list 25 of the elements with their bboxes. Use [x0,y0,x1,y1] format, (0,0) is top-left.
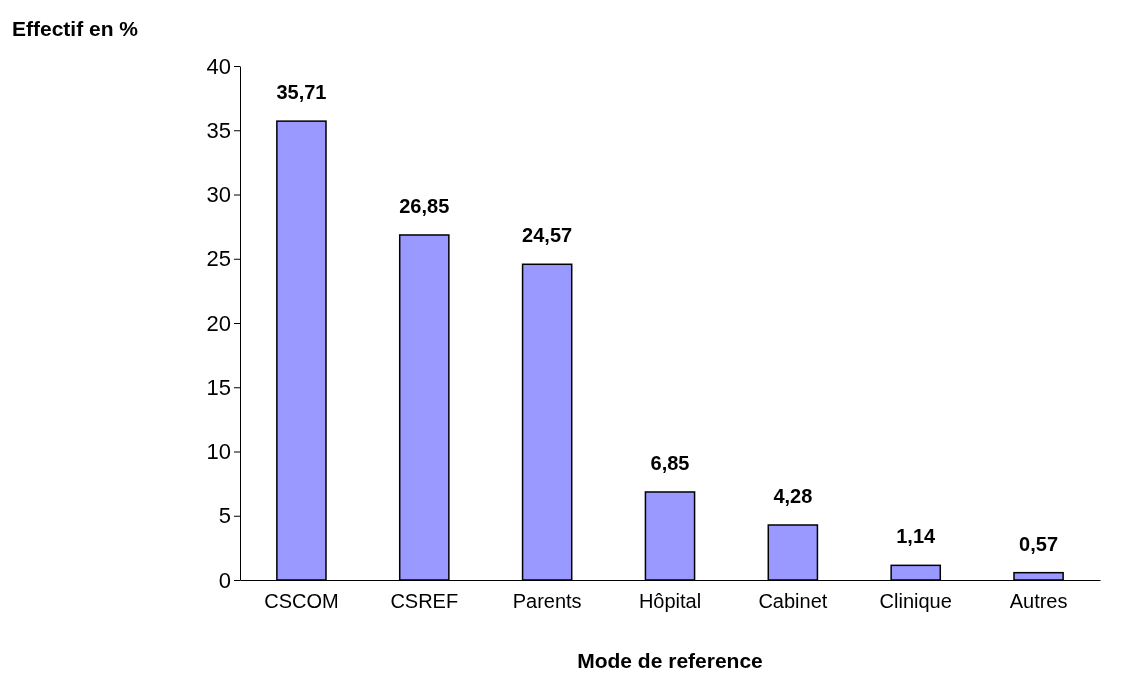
data-label: 24,57 [522,224,573,247]
x-tick-label: Clinique [879,590,952,613]
x-tick-label: Cabinet [758,590,828,613]
data-label: 26,85 [399,194,450,217]
y-axis-title: Effectif en % [12,17,139,40]
y-tick-label: 15 [206,374,231,400]
y-tick-label: 40 [206,53,231,79]
data-label: 1,14 [896,525,937,548]
y-tick-label: 10 [206,439,231,465]
y-tick-label: 0 [218,567,231,593]
data-label: 6,85 [650,451,690,474]
y-tick-label: 20 [206,310,231,336]
y-tick-label: 35 [206,117,231,143]
x-tick-label: Autres [1009,590,1068,613]
y-tick-label: 30 [206,182,231,208]
x-tick-label: CSREF [390,590,459,613]
data-label: 35,71 [276,81,327,104]
y-tick-label: 25 [206,246,231,272]
x-tick-label: Hôpital [638,590,702,613]
x-axis-title: Mode de reference [577,649,763,672]
data-label: 0,57 [1019,532,1059,555]
x-tick-label: Parents [512,590,582,613]
x-tick-label: CSCOM [264,590,339,613]
y-tick-label: 5 [218,503,231,529]
data-label: 4,28 [773,485,813,507]
